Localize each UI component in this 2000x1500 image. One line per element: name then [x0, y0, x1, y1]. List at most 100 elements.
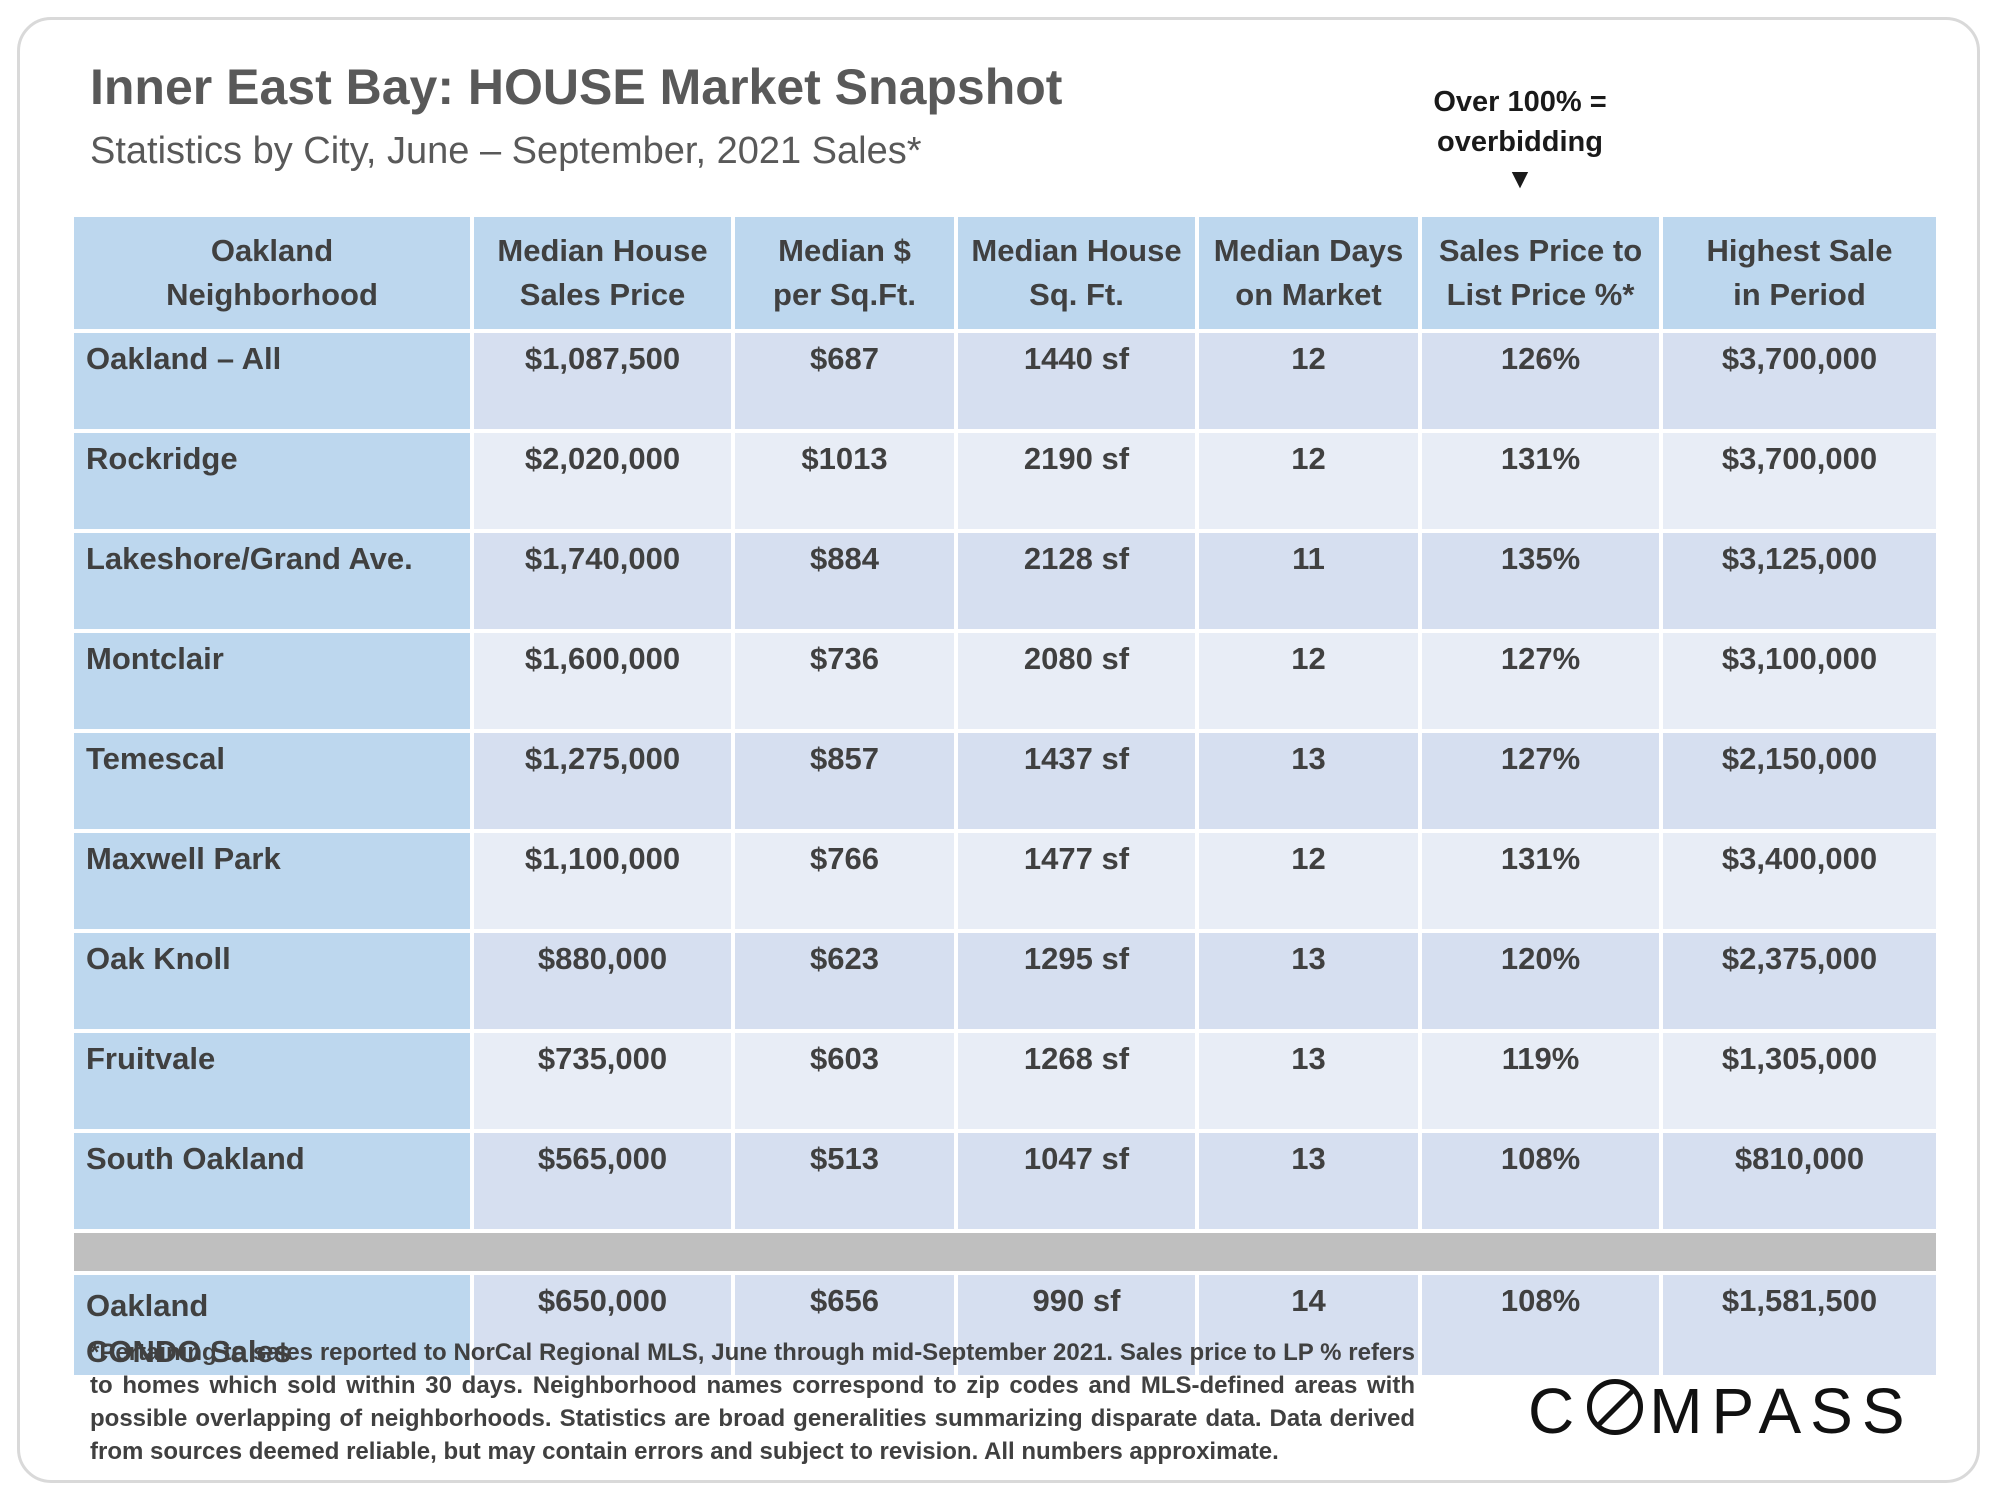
neighborhood-name: Maxwell Park	[74, 833, 470, 929]
neighborhood-name: Oak Knoll	[74, 933, 470, 1029]
condo-label-line: Oakland	[86, 1288, 209, 1323]
table-cell: $565,000	[474, 1133, 731, 1229]
column-header-line: Oakland	[210, 233, 334, 268]
table-cell: $1,087,500	[474, 333, 731, 429]
table-cell: $884	[735, 533, 954, 629]
table-cell: 1477 sf	[958, 833, 1195, 929]
table-cell: 1047 sf	[958, 1133, 1195, 1229]
table-cell: 108%	[1422, 1133, 1659, 1229]
table-cell: $513	[735, 1133, 954, 1229]
table-cell: 12	[1199, 433, 1418, 529]
table-cell: $3,125,000	[1663, 533, 1936, 629]
column-header-line: List Price %*	[1446, 277, 1635, 312]
market-stats-table: Oakland Neighborhood Median House Sales Pri…	[70, 213, 1940, 1379]
table-cell: 131%	[1422, 833, 1659, 929]
table-cell: 119%	[1422, 1033, 1659, 1129]
table-cell: 12	[1199, 333, 1418, 429]
note-line-1: Over 100% =	[1433, 86, 1607, 118]
column-header: Sales Price to List Price %*	[1422, 217, 1659, 329]
separator-bar	[74, 1233, 1936, 1271]
column-header-line: Neighborhood	[166, 277, 378, 312]
table-cell: $623	[735, 933, 954, 1029]
neighborhood-name: Temescal	[74, 733, 470, 829]
table-cell: 13	[1199, 1133, 1418, 1229]
table-cell: $656	[735, 1275, 954, 1375]
table-cell: 1437 sf	[958, 733, 1195, 829]
table-cell: 126%	[1422, 333, 1659, 429]
table-cell: $857	[735, 733, 954, 829]
condo-label-line: CONDO Sales	[86, 1334, 292, 1369]
neighborhood-name: Fruitvale	[74, 1033, 470, 1129]
table-row: Maxwell Park $1,100,000 $766 1477 sf 12 131% $…	[74, 833, 1936, 929]
table-cell: 990 sf	[958, 1275, 1195, 1375]
table-cell: $687	[735, 333, 954, 429]
table-cell: 1295 sf	[958, 933, 1195, 1029]
column-header: Median Days on Market	[1199, 217, 1418, 329]
neighborhood-name: Montclair	[74, 633, 470, 729]
column-header-line: Median House	[971, 233, 1182, 268]
table-cell: 2128 sf	[958, 533, 1195, 629]
table-cell: 14	[1199, 1275, 1418, 1375]
neighborhood-name: Oakland CONDO Sales	[74, 1275, 470, 1375]
column-header: Oakland Neighborhood	[74, 217, 470, 329]
column-header: Highest Sale in Period	[1663, 217, 1936, 329]
table-row: Montclair $1,600,000 $736 2080 sf 12 127% $3,1…	[74, 633, 1936, 729]
table-cell: $3,700,000	[1663, 333, 1936, 429]
compass-o-icon	[1587, 1379, 1644, 1435]
table-cell: $3,700,000	[1663, 433, 1936, 529]
table-cell: 1440 sf	[958, 333, 1195, 429]
compass-logo: C MPASS	[1528, 1374, 1914, 1448]
table-cell: $2,020,000	[474, 433, 731, 529]
table-cell: $766	[735, 833, 954, 929]
table-cell: $1013	[735, 433, 954, 529]
column-header-line: Median House	[497, 233, 708, 268]
table-row: Temescal $1,275,000 $857 1437 sf 13 127% $2,15…	[74, 733, 1936, 829]
table-cell: 127%	[1422, 633, 1659, 729]
column-header-line: Median $	[778, 233, 911, 268]
logo-letter-c: C	[1528, 1375, 1584, 1447]
table-cell: 2080 sf	[958, 633, 1195, 729]
column-header-line: on Market	[1235, 277, 1382, 312]
table-header-row: Oakland Neighborhood Median House Sales Pri…	[74, 217, 1936, 329]
neighborhood-name: Lakeshore/Grand Ave.	[74, 533, 470, 629]
table-cell: $1,600,000	[474, 633, 731, 729]
table-cell: $2,150,000	[1663, 733, 1936, 829]
note-line-2: overbidding	[1437, 126, 1603, 158]
column-header: Median $ per Sq.Ft.	[735, 217, 954, 329]
footnote: *Pertaining to sales reported to NorCal …	[90, 1339, 1415, 1465]
table-row: Fruitvale $735,000 $603 1268 sf 13 119% $1,305…	[74, 1033, 1936, 1129]
column-header-line: Sq. Ft.	[1029, 277, 1124, 312]
table-cell: $736	[735, 633, 954, 729]
table-separator	[74, 1233, 1936, 1271]
table-cell: $3,400,000	[1663, 833, 1936, 929]
table-cell: 11	[1199, 533, 1418, 629]
table-cell: $2,375,000	[1663, 933, 1936, 1029]
table-cell: 13	[1199, 733, 1418, 829]
table-cell: 131%	[1422, 433, 1659, 529]
table-cell: $1,275,000	[474, 733, 731, 829]
table-cell: $1,581,500	[1663, 1275, 1936, 1375]
table-cell: 120%	[1422, 933, 1659, 1029]
table-row: Rockridge $2,020,000 $1013 2190 sf 12 131% $3,…	[74, 433, 1936, 529]
table-cell: 127%	[1422, 733, 1659, 829]
table-row: Oak Knoll $880,000 $623 1295 sf 13 120% $2,375…	[74, 933, 1936, 1029]
table-row: Lakeshore/Grand Ave. $1,740,000 $884 2128 s…	[74, 533, 1936, 629]
table-cell: 13	[1199, 1033, 1418, 1129]
table-cell: $735,000	[474, 1033, 731, 1129]
column-header-line: Highest Sale	[1706, 233, 1893, 268]
table-cell: $603	[735, 1033, 954, 1129]
overbidding-note: Over 100% = overbidding ▼	[1390, 82, 1650, 194]
table-cell: $880,000	[474, 933, 731, 1029]
table-cell: $1,740,000	[474, 533, 731, 629]
table-cell: $1,100,000	[474, 833, 731, 929]
table-cell: 12	[1199, 633, 1418, 729]
column-header-line: in Period	[1733, 277, 1866, 312]
column-header-line: Sales Price to	[1438, 233, 1643, 268]
condo-row: Oakland CONDO Sales $650,000 $656 990 sf 14 10…	[74, 1275, 1936, 1375]
table-cell: $3,100,000	[1663, 633, 1936, 729]
table-cell: 108%	[1422, 1275, 1659, 1375]
table-row: South Oakland $565,000 $513 1047 sf 13 108% $8…	[74, 1133, 1936, 1229]
table-cell: 13	[1199, 933, 1418, 1029]
column-header-line: Median Days	[1213, 233, 1404, 268]
table-cell: 12	[1199, 833, 1418, 929]
